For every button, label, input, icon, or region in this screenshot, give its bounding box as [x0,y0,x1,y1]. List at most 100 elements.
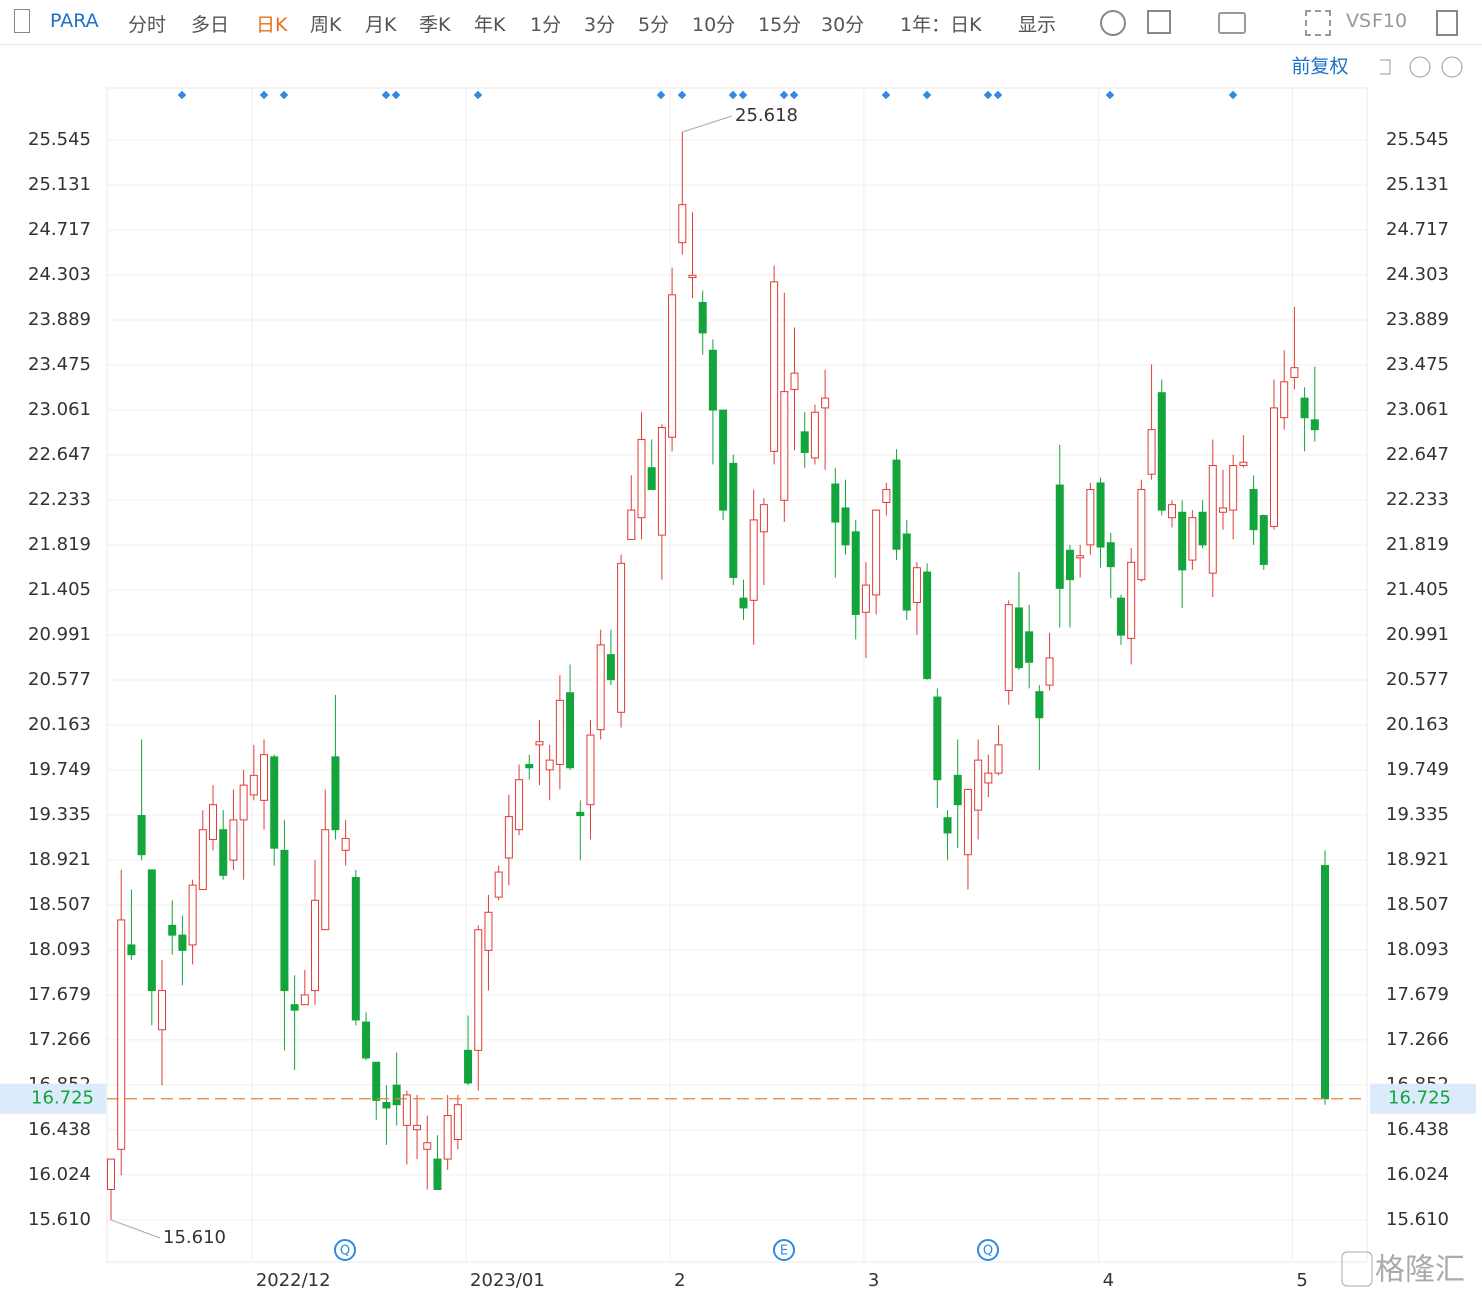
candle-body [464,1049,473,1084]
f10-button[interactable]: F10 [1372,10,1408,32]
event-dot [677,90,687,100]
zoom-out[interactable] [1409,56,1431,78]
candle-body [902,533,911,611]
candle-body [1116,597,1125,636]
candle-body [1127,561,1136,639]
reset-icon[interactable] [1380,59,1391,75]
y-tick-label: 18.093 [28,939,91,960]
event-dot [259,90,269,100]
y-tick-label: 18.921 [28,849,91,870]
period[interactable]: 5分 [638,14,670,36]
period[interactable]: 分时 [128,14,167,36]
period[interactable]: 月K [365,14,397,36]
candle-body [668,294,677,438]
candle-body [300,994,309,1006]
adjust-toggle[interactable]: 前复权 [1291,56,1348,78]
y-tick-label: 24.717 [28,219,91,240]
y-tick-label: 16.024 [28,1164,91,1185]
panel-toggle[interactable] [1436,10,1458,36]
candle-body [117,919,126,1150]
candle-body [790,372,799,390]
current-price-label: 16.725 [1388,1088,1451,1109]
candle-body [260,754,269,801]
period[interactable]: 15分 [758,14,802,36]
shape-icon[interactable] [1147,10,1171,34]
candle-body [1096,482,1105,548]
period[interactable]: 周K [310,14,342,36]
watermark: 格隆汇 [1375,1253,1465,1288]
y-tick-label: 19.749 [1386,759,1449,780]
candle-body [1280,381,1289,419]
candle-body [1055,484,1064,589]
event-icon-label: Q [340,1244,350,1259]
event-dot [922,90,932,100]
candle-body [249,774,258,796]
event-icon-label: E [780,1244,788,1259]
range-select[interactable]: 1年：日K [900,14,982,36]
candle-body [341,837,350,851]
candle-body [831,483,840,523]
display-select[interactable]: 显示 [1018,14,1057,36]
zoom-in[interactable] [1441,56,1463,78]
y-tick-label: 20.163 [1386,714,1449,735]
event-dot [993,90,1003,100]
candle-body [1025,631,1034,663]
candle-body [229,819,238,861]
y-tick-label: 22.233 [1386,489,1449,510]
period[interactable]: 3分 [584,14,616,36]
period[interactable]: 10分 [692,14,736,36]
y-tick-label: 15.610 [1386,1209,1449,1230]
candle-body [1259,515,1268,565]
period[interactable]: 季K [419,14,451,36]
period[interactable]: 年K [474,14,506,36]
candle-body [525,763,534,769]
toolbar: PARA 分时 多日 日K 周K 月K 季K 年K 1分 3分 5分 10分 1… [0,0,1482,45]
y-tick-label: 20.991 [1386,624,1449,645]
candle-body [1239,461,1248,467]
y-tick-label: 19.335 [1386,804,1449,825]
candle-body [494,871,503,898]
y-tick-label: 19.749 [28,759,91,780]
symbol[interactable]: PARA [50,10,99,32]
candle-body [178,934,187,951]
fullscreen-icon[interactable] [1305,10,1331,36]
y-tick-label: 17.679 [1386,984,1449,1005]
candle-body [219,829,228,876]
settings-icon[interactable] [1100,10,1126,36]
candle-body [892,459,901,550]
candle-body [1157,392,1166,511]
candle-body [168,924,177,936]
candle-body [147,869,156,992]
y-tick-label: 25.131 [28,174,91,195]
camera-icon[interactable] [1218,12,1246,34]
period[interactable]: 1分 [530,14,562,36]
candle-body [688,274,697,278]
candle-body [1004,604,1013,692]
candle-body [290,1004,299,1011]
event-dot [391,90,401,100]
y-tick-label: 23.061 [1386,399,1449,420]
candle-body [1035,691,1044,719]
candle-body [912,567,921,603]
candle-body [433,1158,442,1190]
candle-body [392,1084,401,1106]
y-tick-label: 20.577 [28,669,91,690]
candle-body [974,759,983,811]
period[interactable]: 多日 [191,14,230,36]
candle-body [586,734,595,806]
y-tick-label: 19.335 [28,804,91,825]
y-tick-label: 21.819 [28,534,91,555]
y-tick-label: 18.507 [28,894,91,915]
period-active[interactable]: 日K [256,14,288,36]
candle-body [1310,419,1319,431]
candle-body [770,281,779,452]
vs-button[interactable]: VS [1346,10,1372,32]
period[interactable]: 30分 [821,14,865,36]
plot-frame [106,87,1368,1263]
y-tick-label: 21.405 [28,579,91,600]
y-tick-label: 23.061 [28,399,91,420]
candle-body [861,584,870,613]
panel-toggle[interactable] [14,9,30,33]
candle-body [1249,488,1258,531]
